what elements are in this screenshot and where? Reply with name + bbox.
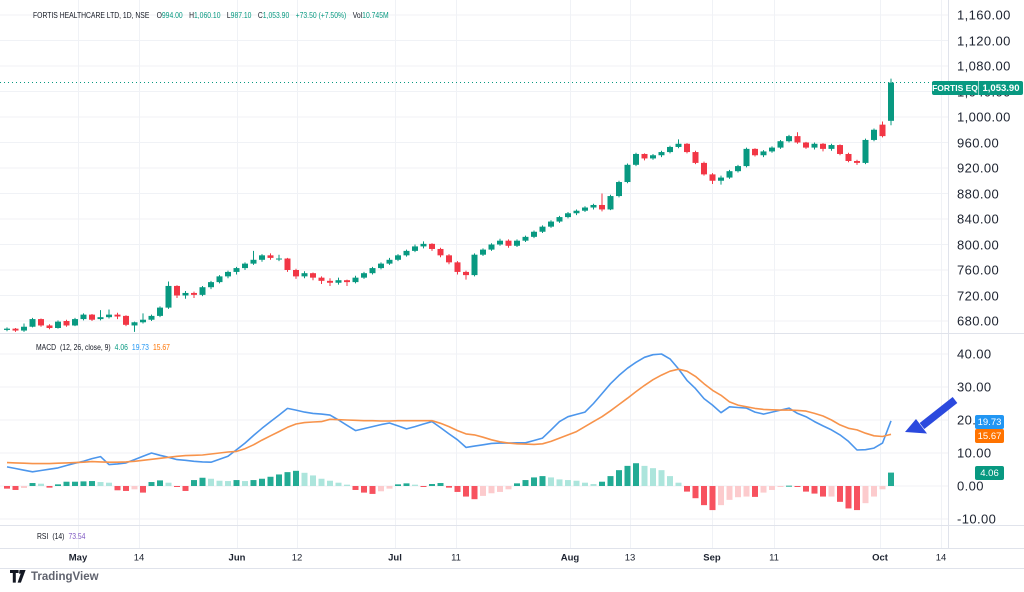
low-label: L [226,10,231,20]
volume-label: Vol [352,10,363,20]
time-axis-label: 11 [451,552,461,564]
close-value: 1,053.90 [262,10,290,20]
tradingview-watermark[interactable]: TradingView [10,570,99,583]
rsi-legend[interactable]: RSI (14) 73.54 [37,531,89,541]
price-axis-label: 880.00 [957,186,1000,201]
signal-value-badge: 15.67 [975,429,1004,443]
price-axis-label: 760.00 [957,262,1000,278]
last-price-badge[interactable]: FORTIS EQ 1,053.90 [932,81,1023,95]
arrow-annotation [905,397,958,434]
macd-value-badge: 19.73 [975,415,1004,429]
tradingview-logo-icon [10,570,26,583]
time-axis-label: 12 [291,552,303,564]
change-value: +73.50 (+7.50%) [295,10,347,20]
symbol-legend[interactable]: FORTIS HEALTHCARE LTD, 1D, NSE O994.00 H1,… [33,10,395,20]
price-badge-value: 1,053.90 [982,82,1020,94]
macd-axis-label: 40.00 [957,346,992,362]
volume-value: 10.745M [362,10,389,20]
time-axis-label: Jul [388,552,402,564]
time-axis-label: 11 [769,552,779,564]
high-value: 1,060.10 [194,10,221,20]
high-label: H [189,10,194,20]
time-axis-label: Aug [560,552,580,564]
tradingview-logo-text: TradingView [31,570,99,583]
time-axis-label: Oct [872,552,888,564]
macd-hist-value: 4.06 [114,342,128,352]
time-axis-label: May [68,552,88,564]
macd-params: (12, 26, close, 9) [60,342,111,352]
low-value: 987.10 [230,10,252,20]
macd-axis-label: 0.00 [957,478,984,494]
price-axis-label: 800.00 [957,237,1000,252]
macd-name: MACD [36,342,57,352]
time-axis-label: Sep [703,552,721,564]
price-axis-label: 680.00 [957,313,1000,329]
hist-value-badge: 4.06 [975,466,1004,480]
price-badge-symbol: FORTIS EQ [932,81,979,95]
rsi-name: RSI [37,531,49,541]
rsi-value: 73.54 [68,531,86,541]
macd-line-value: 19.73 [131,342,149,352]
symbol-title: FORTIS HEALTHCARE LTD, 1D, NSE [33,10,150,20]
price-axis-label: 960.00 [957,135,1000,150]
rsi-params: (14) [52,531,65,541]
price-axis-label: 1,080.00 [957,58,1011,74]
open-value: 994.00 [161,10,183,20]
time-axis-label: 13 [624,552,636,564]
time-axis-label: 14 [133,552,145,564]
macd-legend[interactable]: MACD (12, 26, close, 9) 4.06 19.73 15.67 [36,342,174,352]
macd-signal-value: 15.67 [152,342,170,352]
macd-axis-label: 30.00 [957,379,992,395]
open-label: O [156,10,162,20]
time-axis-label: 14 [935,552,947,564]
price-axis-label: 1,000.00 [957,109,1011,125]
price-axis-label: 840.00 [957,211,1000,227]
price-axis-label: 1,160.00 [957,7,1011,23]
price-axis-label: 920.00 [957,160,1000,176]
close-label: C [257,10,263,20]
price-axis-label: 720.00 [957,288,1000,303]
macd-axis-label: -10.00 [957,511,997,527]
macd-axis-label: 10.00 [957,445,992,461]
price-axis-label: 1,120.00 [957,33,1011,48]
time-axis-label: Jun [228,552,246,564]
